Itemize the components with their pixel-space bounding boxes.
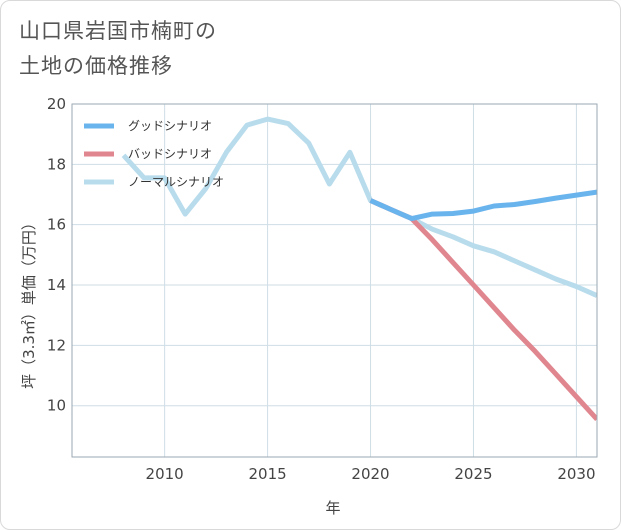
title-line-2: 土地の価格推移: [19, 54, 173, 78]
series-line-0: [369, 189, 597, 222]
series-line-2: [121, 116, 597, 298]
y-axis-title: 坪（3.3㎡）単価（万円）: [20, 215, 38, 389]
y-tick-label-4: 18: [47, 155, 66, 173]
x-tick-label-3: 2025: [454, 465, 492, 483]
plot-border: [71, 103, 598, 458]
grid: [72, 103, 597, 457]
tick-labels: 10 12 14 16 18 20 2010 2015 2020 2025 2030: [47, 95, 596, 483]
y-tick-label-0: 10: [47, 397, 66, 415]
series-line-1: [369, 198, 597, 421]
title-line-1: 山口県岩国市楠町の: [19, 19, 217, 43]
y-tick-label-5: 20: [47, 95, 66, 113]
y-tick-label-3: 16: [47, 216, 66, 234]
x-tick-label-1: 2015: [248, 465, 286, 483]
legend-label-0: グッドシナリオ: [128, 119, 212, 133]
x-tick-label-4: 2030: [557, 465, 595, 483]
legend-label-2: ノーマルシナリオ: [128, 175, 224, 189]
y-tick-label-2: 14: [47, 276, 66, 294]
x-tick-label-2: 2020: [351, 465, 389, 483]
plot-area: [121, 116, 597, 421]
legend-label-1: バッドシナリオ: [128, 147, 212, 161]
chart-title: 山口県岩国市楠町の 土地の価格推移: [19, 14, 217, 84]
axes: [71, 103, 598, 458]
y-tick-label-1: 12: [47, 336, 66, 354]
x-axis-title: 年: [325, 499, 340, 517]
x-tick-label-0: 2010: [146, 465, 184, 483]
